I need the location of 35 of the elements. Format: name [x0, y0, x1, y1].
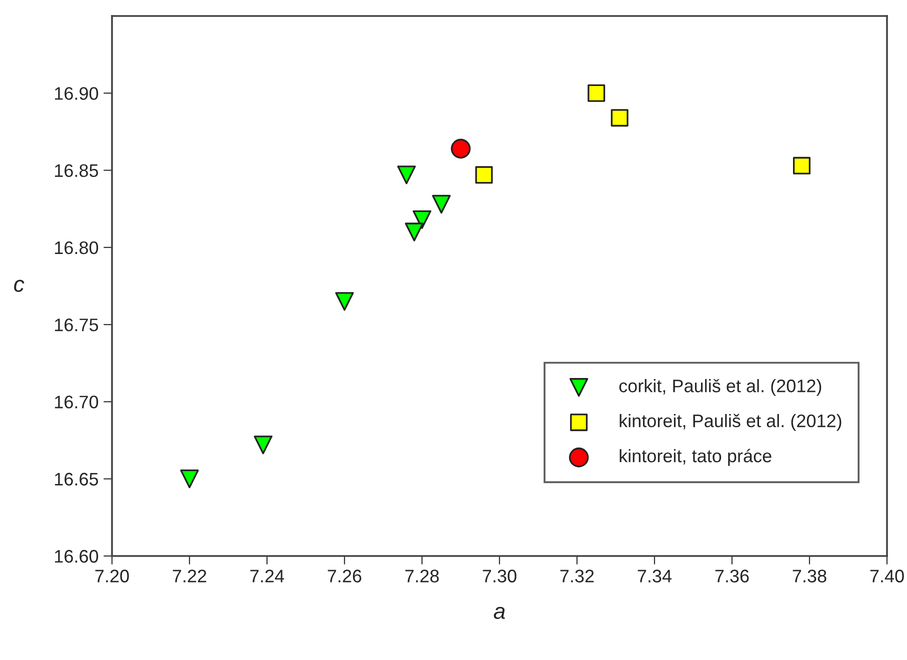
y-tick-label: 16.90: [55, 87, 98, 100]
point: [792, 156, 811, 174]
point: [254, 436, 272, 454]
point: [397, 166, 416, 184]
legend-label: kintoreit, tato práce: [620, 448, 772, 466]
x-tick-label: 7.22: [172, 570, 206, 582]
x-tick-label: 7.30: [482, 570, 516, 582]
legend-label: kintoreit, Pauliš et al. (2012): [620, 414, 842, 431]
x-tick-label: 7.40: [870, 570, 904, 582]
x-tick-label: 7.38: [792, 570, 826, 582]
y-axis-title: c: [14, 280, 24, 292]
x-axis-title: a: [494, 606, 505, 620]
point: [450, 138, 471, 159]
y-tick-label: 16.85: [55, 164, 98, 178]
legend-label: corkit, Pauliš et al. (2012): [619, 378, 822, 396]
y-tick-label: 16.75: [55, 318, 98, 332]
x-tick-label: 7.20: [95, 570, 129, 582]
y-tick-label: 16.60: [55, 550, 98, 563]
x-tick-label: 7.34: [638, 570, 672, 582]
x-tick-label: 7.26: [328, 570, 362, 582]
y-tick-label: 16.70: [55, 396, 98, 408]
point: [588, 84, 606, 102]
x-tick-label: 7.28: [405, 570, 439, 582]
point: [335, 292, 354, 311]
x-tick-label: 7.24: [250, 570, 284, 582]
x-tick-label: 7.32: [560, 570, 594, 582]
y-tick-label: 16.65: [55, 472, 98, 486]
y-tick-label: 16.80: [55, 241, 98, 254]
point: [432, 194, 451, 214]
point: [610, 109, 628, 127]
point: [180, 470, 199, 488]
x-tick-label: 7.36: [715, 570, 749, 582]
point: [404, 222, 424, 242]
point: [475, 166, 493, 184]
point: [412, 210, 432, 229]
